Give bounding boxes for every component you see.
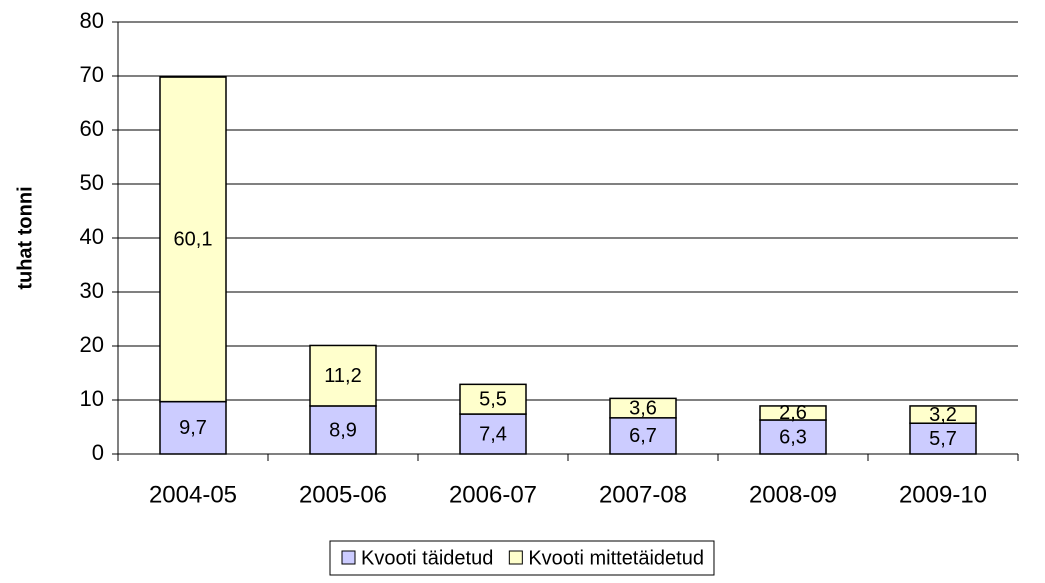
data-label: 60,1	[174, 229, 213, 251]
legend-label: Kvooti täidetud	[361, 547, 493, 569]
legend-label: Kvooti mittetäidetud	[528, 547, 704, 569]
y-tick-label: 0	[92, 440, 104, 465]
x-tick-label: 2008-09	[749, 481, 837, 508]
bar-segment	[159, 76, 227, 403]
x-tick-label: 2006-07	[449, 481, 537, 508]
x-tick-label: 2005-06	[299, 481, 387, 508]
legend-box	[329, 540, 715, 576]
data-label: 7,4	[479, 423, 507, 445]
bar-segment	[909, 422, 977, 455]
data-label: 2,6	[779, 402, 807, 424]
y-tick-label: 50	[80, 170, 104, 195]
data-label: 5,5	[479, 388, 507, 410]
x-tick-label: 2004-05	[149, 481, 237, 508]
y-tick-label: 80	[80, 8, 104, 33]
data-label: 6,3	[779, 426, 807, 448]
y-tick-label: 70	[80, 62, 104, 87]
y-axis-label: tuhat tonni	[14, 186, 36, 289]
y-tick-label: 60	[80, 116, 104, 141]
bar-segment	[309, 344, 377, 407]
bar-segment	[459, 413, 527, 455]
data-label: 5,7	[929, 428, 957, 450]
data-label: 3,2	[929, 404, 957, 426]
data-label: 9,7	[179, 417, 207, 439]
data-label: 8,9	[329, 419, 357, 441]
x-tick-label: 2009-10	[899, 481, 987, 508]
y-tick-label: 40	[80, 224, 104, 249]
y-tick-label: 20	[80, 332, 104, 357]
x-tick-label: 2007-08	[599, 481, 687, 508]
legend-swatch	[341, 550, 356, 565]
y-tick-label: 10	[80, 386, 104, 411]
legend-swatch	[508, 550, 523, 565]
bar-segment	[759, 405, 827, 421]
y-tick-label: 30	[80, 278, 104, 303]
bar-segment	[909, 405, 977, 424]
bar-segment	[609, 397, 677, 419]
bar-segment	[459, 383, 527, 415]
data-label: 11,2	[324, 365, 361, 387]
data-label: 6,7	[629, 425, 657, 447]
data-label: 3,6	[629, 397, 657, 419]
